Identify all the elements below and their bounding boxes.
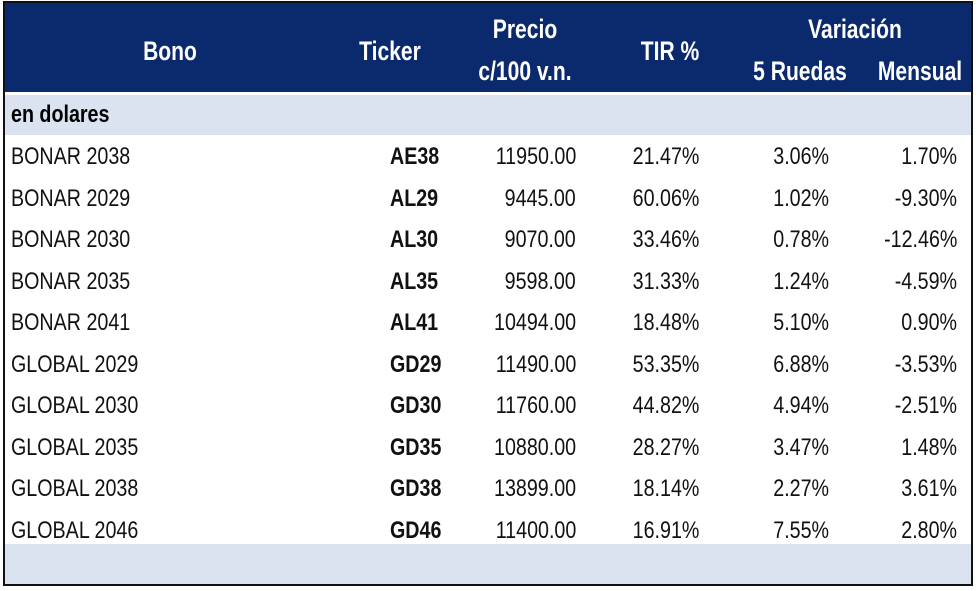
bond-var-mensual: -3.53% bbox=[894, 350, 957, 378]
bond-price: 11760.00 bbox=[495, 392, 576, 419]
table-row: GLOBAL 2035 GD35 10880.00 28.27% 3.47% 1.48% bbox=[11, 433, 957, 461]
table-row: BONAR 2030 AL30 9070.00 33.46% 0.78% -12.46% bbox=[11, 226, 957, 253]
bond-price: 9598.00 bbox=[504, 267, 576, 295]
bond-var-5-ruedas: 2.27% bbox=[773, 475, 829, 502]
header-bono: Bono bbox=[143, 36, 197, 66]
bond-tir: 31.33% bbox=[632, 267, 699, 295]
bond-var-5-ruedas: 3.06% bbox=[773, 143, 829, 170]
bond-var-mensual: -2.51% bbox=[894, 392, 957, 419]
table-body: BONAR 2038 AE38 11950.00 21.47% 3.06% 1.70% BO… bbox=[5, 137, 971, 552]
bond-price: 9445.00 bbox=[504, 184, 576, 212]
table-header: Bono Ticker Precio c/100 v.n. TIR % Vari… bbox=[5, 3, 971, 92]
bond-var-5-ruedas: 6.88% bbox=[773, 350, 829, 378]
header-mensual: Mensual bbox=[877, 56, 963, 86]
header-ticker: Ticker bbox=[359, 36, 421, 66]
bond-var-5-ruedas: 4.94% bbox=[773, 392, 829, 419]
bond-name: BONAR 2038 bbox=[11, 143, 131, 170]
footer-band bbox=[5, 544, 971, 584]
bond-name: BONAR 2035 bbox=[11, 267, 131, 295]
bond-price: 11490.00 bbox=[495, 350, 576, 378]
bond-price: 13899.00 bbox=[493, 475, 576, 502]
bond-tir: 33.46% bbox=[632, 226, 699, 253]
bond-name: GLOBAL 2030 bbox=[11, 392, 139, 419]
bond-var-mensual: 1.48% bbox=[901, 433, 957, 461]
table-row: GLOBAL 2038 GD38 13899.00 18.14% 2.27% 3.61% bbox=[11, 475, 957, 502]
table-row: BONAR 2029 AL29 9445.00 60.06% 1.02% -9.30% bbox=[11, 184, 957, 212]
table-row: BONAR 2038 AE38 11950.00 21.47% 3.06% 1.70% bbox=[11, 143, 957, 170]
bond-var-mensual: 0.90% bbox=[901, 309, 957, 336]
bond-var-5-ruedas: 5.10% bbox=[773, 309, 829, 336]
section-band: en dolares bbox=[5, 95, 971, 135]
bond-price: 10494.00 bbox=[493, 309, 576, 336]
bond-var-mensual: -4.59% bbox=[894, 267, 957, 295]
bond-var-5-ruedas: 0.78% bbox=[773, 226, 829, 253]
section-label: en dolares bbox=[11, 101, 110, 128]
bond-name: GLOBAL 2035 bbox=[11, 433, 139, 461]
bond-var-5-ruedas: 1.24% bbox=[773, 267, 829, 295]
table-row: GLOBAL 2046 GD46 11400.00 16.91% 7.55% 2.80% bbox=[11, 516, 957, 544]
bond-name: GLOBAL 2046 bbox=[11, 516, 139, 544]
bond-price: 11400.00 bbox=[495, 516, 576, 544]
bond-var-5-ruedas: 1.02% bbox=[773, 184, 829, 212]
bond-price: 9070.00 bbox=[504, 226, 576, 253]
table-row: GLOBAL 2030 GD30 11760.00 44.82% 4.94% -2.51% bbox=[11, 392, 957, 419]
bond-name: BONAR 2029 bbox=[11, 184, 131, 212]
bond-var-5-ruedas: 7.55% bbox=[773, 516, 829, 544]
bond-tir: 18.14% bbox=[632, 475, 699, 502]
bond-var-mensual: 1.70% bbox=[901, 143, 957, 170]
bond-tir: 60.06% bbox=[632, 184, 699, 212]
bond-tir: 21.47% bbox=[632, 143, 699, 170]
table-row: BONAR 2041 AL41 10494.00 18.48% 5.10% 0.90% bbox=[11, 309, 957, 336]
header-precio-unit: c/100 v.n. bbox=[478, 56, 572, 86]
bond-tir: 28.27% bbox=[632, 433, 699, 461]
bond-tir: 16.91% bbox=[632, 516, 699, 544]
header-5-ruedas: 5 Ruedas bbox=[753, 56, 847, 86]
bond-name: GLOBAL 2029 bbox=[11, 350, 139, 378]
table-row: GLOBAL 2029 GD29 11490.00 53.35% 6.88% -3.53% bbox=[11, 350, 957, 378]
table-row: BONAR 2035 AL35 9598.00 31.33% 1.24% -4.59% bbox=[11, 267, 957, 295]
bond-tir: 18.48% bbox=[632, 309, 699, 336]
bond-tir: 53.35% bbox=[632, 350, 699, 378]
bond-name: BONAR 2041 bbox=[11, 309, 131, 336]
bond-var-mensual: -12.46% bbox=[883, 226, 957, 253]
bond-tir: 44.82% bbox=[632, 392, 699, 419]
header-tir: TIR % bbox=[640, 36, 700, 66]
bond-price: 10880.00 bbox=[493, 433, 576, 461]
header-variacion: Variación bbox=[808, 14, 902, 44]
bond-var-5-ruedas: 3.47% bbox=[773, 433, 829, 461]
bond-table: Bono Ticker Precio c/100 v.n. TIR % Vari… bbox=[3, 1, 973, 586]
bond-var-mensual: 2.80% bbox=[901, 516, 957, 544]
header-precio: Precio bbox=[492, 14, 558, 44]
bond-var-mensual: 3.61% bbox=[901, 475, 957, 502]
bond-name: BONAR 2030 bbox=[11, 226, 131, 253]
bond-name: GLOBAL 2038 bbox=[11, 475, 139, 502]
bond-var-mensual: -9.30% bbox=[894, 184, 957, 212]
bond-price: 11950.00 bbox=[495, 143, 576, 170]
